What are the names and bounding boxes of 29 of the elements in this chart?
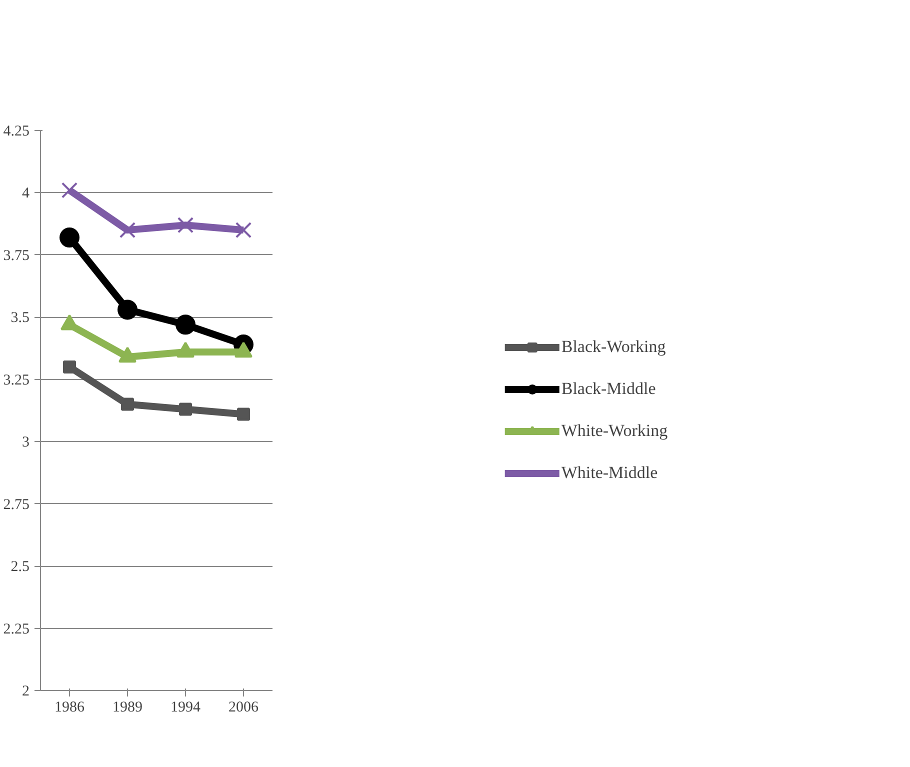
y-tick-label: 4 xyxy=(22,186,30,202)
point xyxy=(118,300,138,320)
point xyxy=(235,222,252,238)
legend-label: White-Middle xyxy=(561,463,658,483)
x-tick-label: 1989 xyxy=(112,700,142,716)
y-tick-label: 2.75 xyxy=(3,496,30,513)
point xyxy=(60,228,80,248)
point xyxy=(121,398,134,411)
y-tick-label: 2 xyxy=(22,684,30,700)
point xyxy=(177,217,194,234)
point xyxy=(61,182,78,198)
y-tick-label: 3.25 xyxy=(3,372,30,388)
y-tick-label: 4.25 xyxy=(3,124,30,140)
legend-label: Black-Working xyxy=(561,337,666,357)
x-tick-label: 1986 xyxy=(54,700,85,716)
point xyxy=(119,222,136,238)
y-tick-label: 2.25 xyxy=(3,621,30,638)
point xyxy=(237,408,250,421)
legend-label: Black-Middle xyxy=(561,379,656,399)
point xyxy=(176,314,196,335)
x-tick-label: 1994 xyxy=(170,700,201,716)
y-tick-label: 3.75 xyxy=(3,248,30,264)
point xyxy=(179,402,192,416)
legend-label: White-Working xyxy=(561,421,668,441)
x-tick-label: 2006 xyxy=(228,700,259,716)
y-tick-label: 2.5 xyxy=(10,559,30,576)
y-tick-label: 3.5 xyxy=(10,310,30,326)
point xyxy=(63,360,76,374)
y-tick-label: 3 xyxy=(22,434,30,451)
